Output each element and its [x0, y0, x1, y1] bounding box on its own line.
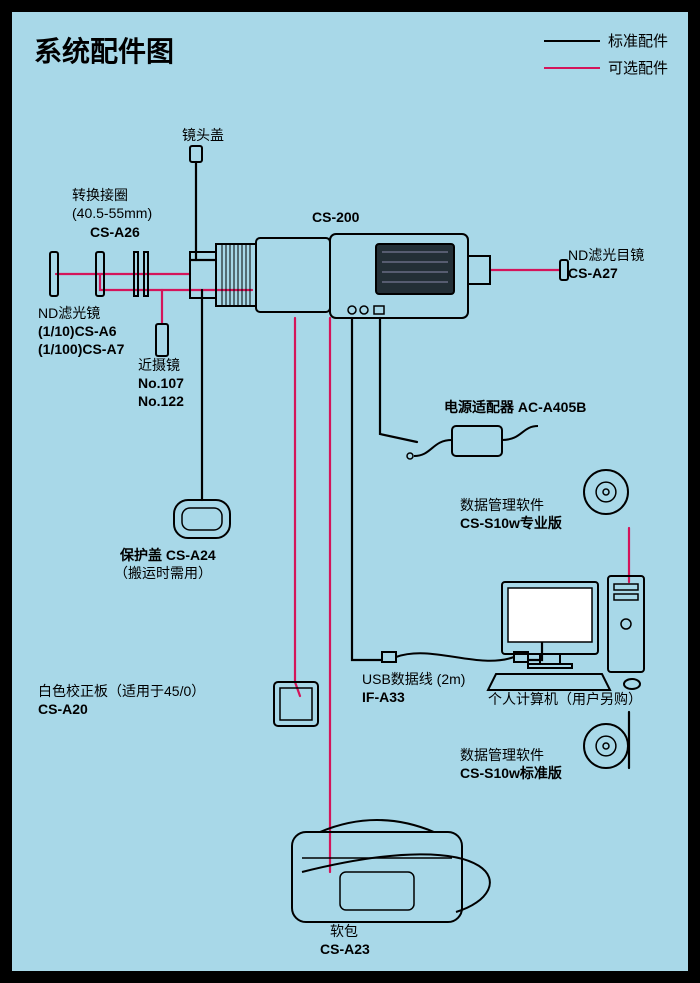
svg-text:CS-200: CS-200 — [312, 209, 360, 225]
svg-text:(1/10)CS-A6: (1/10)CS-A6 — [38, 323, 117, 339]
svg-text:数据管理软件: 数据管理软件 — [460, 497, 544, 513]
svg-text:No.122: No.122 — [138, 393, 184, 409]
svg-text:白色校正板（适用于45/0）: 白色校正板（适用于45/0） — [38, 683, 205, 699]
svg-text:IF-A33: IF-A33 — [362, 689, 405, 705]
svg-text:ND滤光镜: ND滤光镜 — [38, 305, 100, 321]
svg-text:（搬运时需用）: （搬运时需用） — [114, 565, 212, 581]
svg-text:(1/100)CS-A7: (1/100)CS-A7 — [38, 341, 125, 357]
diagram-frame: 系统配件图 标准配件 可选配件 镜头盖转换接圈(40.5-55mm)CS-A26… — [0, 0, 700, 983]
svg-text:近摄镜: 近摄镜 — [138, 357, 180, 373]
svg-text:转换接圈: 转换接圈 — [72, 187, 128, 203]
svg-text:CS-A23: CS-A23 — [320, 941, 370, 957]
svg-text:数据管理软件: 数据管理软件 — [460, 747, 544, 763]
svg-text:USB数据线 (2m): USB数据线 (2m) — [362, 671, 465, 687]
svg-text:ND滤光目镜: ND滤光目镜 — [568, 247, 644, 263]
svg-text:软包: 软包 — [330, 923, 358, 939]
diagram-svg: 镜头盖转换接圈 (40.5-55mm) CS-A26 CS-200 ND滤光目镜 CS-A… — [12, 12, 688, 971]
svg-text:CS-S10w标准版: CS-S10w标准版 — [460, 765, 562, 781]
diagram-canvas: 系统配件图 标准配件 可选配件 镜头盖转换接圈(40.5-55mm)CS-A26… — [12, 12, 688, 971]
cs-200-device — [190, 234, 490, 318]
svg-text:CS-A26: CS-A26 — [90, 224, 140, 240]
svg-text:电源适配器 AC-A405B: 电源适配器 AC-A405B — [444, 399, 586, 415]
svg-text:CS-S10w专业版: CS-S10w专业版 — [460, 515, 562, 531]
svg-text:(40.5-55mm): (40.5-55mm) — [72, 205, 152, 221]
svg-text:CS-A20: CS-A20 — [38, 701, 88, 717]
svg-text:镜头盖: 镜头盖 — [182, 127, 224, 143]
svg-text:保护盖 CS-A24: 保护盖 CS-A24 — [119, 547, 216, 563]
svg-text:个人计算机（用户另购）: 个人计算机（用户另购） — [488, 691, 642, 707]
svg-text:CS-A27: CS-A27 — [568, 265, 618, 281]
svg-text:No.107: No.107 — [138, 375, 184, 391]
